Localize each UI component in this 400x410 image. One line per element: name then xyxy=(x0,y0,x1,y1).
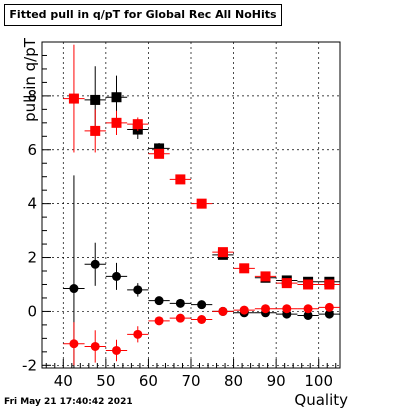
x-tick-label: 40 xyxy=(54,372,73,390)
x-tick-label: 70 xyxy=(181,372,200,390)
data-point-square xyxy=(239,263,250,274)
y-tick-label: 4 xyxy=(27,195,37,213)
data-point-square xyxy=(132,119,143,130)
data-point-square xyxy=(196,198,207,209)
data-point-circle xyxy=(324,302,334,312)
y-tick-label: 6 xyxy=(27,141,37,159)
data-point-circle xyxy=(154,296,164,306)
data-point-circle xyxy=(112,345,121,355)
data-point-square xyxy=(154,148,165,159)
data-series xyxy=(63,44,340,368)
data-point-circle xyxy=(218,306,228,316)
data-point-circle xyxy=(90,259,100,269)
data-point-square xyxy=(281,278,292,289)
data-point-square xyxy=(260,271,271,282)
data-point-square xyxy=(90,94,101,105)
data-point-circle xyxy=(133,285,143,295)
data-point-circle xyxy=(175,313,185,323)
data-point-circle xyxy=(69,284,79,294)
data-point-circle xyxy=(282,304,292,314)
data-point-circle xyxy=(112,271,121,281)
data-point-square xyxy=(111,117,122,128)
data-point-circle xyxy=(154,316,164,326)
x-tick-label: 90 xyxy=(267,372,286,390)
data-point-circle xyxy=(303,310,313,320)
data-point-square xyxy=(217,247,228,258)
y-tick-label: 8 xyxy=(27,87,37,105)
x-tick-label: 100 xyxy=(304,372,333,390)
y-tick-label: -2 xyxy=(22,356,37,374)
data-point-circle xyxy=(324,309,334,319)
data-point-square xyxy=(324,279,335,290)
data-point-square xyxy=(175,174,186,185)
series-1 xyxy=(63,44,340,290)
series-3 xyxy=(63,302,340,366)
series-0 xyxy=(84,66,340,287)
timestamp-label: Fri May 21 17:40:42 2021 xyxy=(4,397,133,407)
data-point-circle xyxy=(197,300,207,310)
data-point-circle xyxy=(175,298,185,308)
chart-title: Fitted pull in q/pT for Global Rec All N… xyxy=(4,4,282,26)
data-point-circle xyxy=(239,305,249,315)
data-point-square xyxy=(154,143,165,154)
x-tick-label: 60 xyxy=(139,372,158,390)
y-tick-label: 0 xyxy=(27,302,37,320)
data-point-circle xyxy=(197,315,207,325)
data-point-square xyxy=(111,92,122,103)
data-point-circle xyxy=(303,304,313,314)
x-tick-label: 80 xyxy=(224,372,243,390)
y-axis-label: pull in q/pT xyxy=(21,38,39,122)
x-axis-label: Quality xyxy=(294,391,348,409)
data-point-square xyxy=(90,125,101,136)
data-point-circle xyxy=(69,339,79,349)
y-tick-label: 2 xyxy=(27,249,37,267)
axes: 40 50 60 70 80 90 100 -2 0 2 4 6 8 xyxy=(22,41,341,390)
data-point-square xyxy=(303,279,314,290)
data-point-circle xyxy=(133,329,143,339)
data-point-circle xyxy=(261,304,270,314)
data-point-square xyxy=(68,93,79,104)
data-point-circle xyxy=(90,341,100,351)
x-tick-label: 50 xyxy=(96,372,115,390)
